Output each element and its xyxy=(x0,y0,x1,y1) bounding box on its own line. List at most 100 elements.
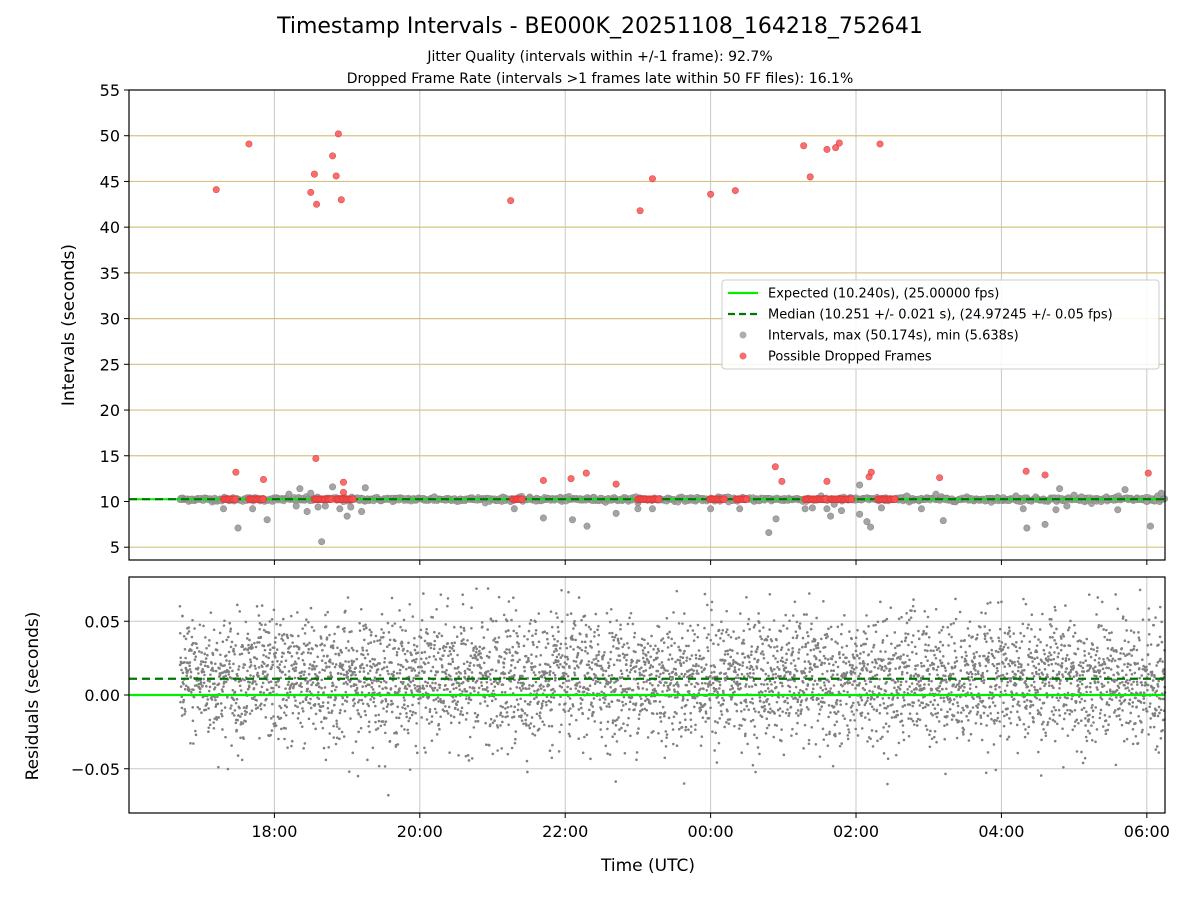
residual-point xyxy=(893,686,896,690)
residual-point xyxy=(695,701,699,705)
residual-point xyxy=(765,638,769,642)
residual-point xyxy=(302,642,306,646)
residual-point xyxy=(232,647,235,651)
residual-point xyxy=(336,671,340,675)
residual-point xyxy=(890,642,893,646)
residual-point xyxy=(227,635,230,639)
interval-point xyxy=(823,505,831,513)
interval-point xyxy=(736,505,744,513)
dropped-frame-point xyxy=(337,196,345,204)
residual-point xyxy=(769,707,772,711)
residual-point xyxy=(365,626,368,630)
residual-point xyxy=(374,714,378,717)
residual-point xyxy=(693,685,697,689)
residual-point xyxy=(830,657,834,661)
residual-point xyxy=(740,709,743,713)
interval-point xyxy=(939,517,947,525)
residual-point xyxy=(214,669,218,673)
residual-point xyxy=(699,687,702,691)
residual-point xyxy=(375,671,378,674)
residual-point xyxy=(849,669,853,673)
residual-point xyxy=(665,736,668,739)
residual-point xyxy=(807,708,810,711)
residual-point xyxy=(851,653,855,656)
residual-point xyxy=(433,707,437,711)
residual-point xyxy=(312,629,316,632)
residual-point xyxy=(650,634,653,638)
residual-point xyxy=(622,656,626,659)
residual-point xyxy=(259,635,263,639)
residual-point xyxy=(236,632,240,636)
residual-point xyxy=(628,700,632,704)
residual-point xyxy=(635,751,639,754)
residual-point xyxy=(847,731,851,734)
residual-point xyxy=(506,714,509,718)
dropped-frame-point xyxy=(231,495,239,503)
residual-point xyxy=(882,752,886,755)
residual-point xyxy=(687,644,690,648)
residual-point xyxy=(753,623,757,627)
residual-point xyxy=(381,635,385,639)
residual-point xyxy=(452,687,455,691)
residual-point xyxy=(857,703,861,707)
residual-point xyxy=(355,649,359,653)
dropped-frame-point xyxy=(1041,471,1049,479)
residual-point xyxy=(874,623,877,627)
residual-point xyxy=(753,733,756,737)
residual-point xyxy=(498,680,502,683)
residual-point xyxy=(182,634,186,638)
residual-point xyxy=(752,707,756,711)
residual-point xyxy=(623,751,627,755)
residual-point xyxy=(684,703,688,707)
residual-point xyxy=(718,687,721,690)
dropped-frame-point xyxy=(823,145,831,153)
residual-point xyxy=(606,752,609,755)
residual-point xyxy=(666,669,669,673)
residual-point xyxy=(661,649,664,653)
residual-point xyxy=(725,721,728,724)
residual-point xyxy=(522,644,526,648)
residual-point xyxy=(733,690,736,694)
residual-point xyxy=(769,645,772,649)
residual-point xyxy=(679,664,683,667)
residual-point xyxy=(428,655,431,659)
residual-point xyxy=(397,676,400,680)
residual-point xyxy=(415,645,419,648)
residual-point xyxy=(757,621,761,624)
residual-point xyxy=(416,684,419,688)
interval-point xyxy=(772,515,780,523)
residual-point xyxy=(639,697,643,701)
residual-point xyxy=(408,716,412,720)
residual-point xyxy=(354,740,358,743)
residual-point xyxy=(307,647,311,651)
residual-point xyxy=(245,710,248,714)
residual-point xyxy=(216,702,220,706)
residual-point xyxy=(729,688,732,691)
residual-point xyxy=(231,688,235,692)
interval-point xyxy=(249,505,257,513)
residual-point xyxy=(862,662,866,665)
residual-point xyxy=(866,740,869,743)
residual-point xyxy=(181,671,185,675)
residual-point xyxy=(768,679,772,683)
residual-point xyxy=(321,704,325,708)
residual-point xyxy=(602,669,605,672)
residual-point xyxy=(419,636,423,639)
residual-point xyxy=(282,652,286,655)
residual-point xyxy=(877,686,881,690)
residual-point xyxy=(190,635,194,639)
dropped-frame-point xyxy=(847,495,856,503)
residual-point xyxy=(531,640,535,644)
residual-point xyxy=(529,700,532,704)
residual-point xyxy=(436,688,439,692)
residual-point xyxy=(344,646,348,650)
residual-point xyxy=(781,660,785,663)
residual-point xyxy=(580,640,584,644)
residual-point xyxy=(444,705,447,708)
residual-point xyxy=(515,686,519,689)
residual-point xyxy=(644,660,647,664)
residual-point xyxy=(416,665,420,669)
residual-point xyxy=(361,648,365,652)
residual-point xyxy=(891,696,895,700)
residual-point xyxy=(357,730,360,734)
